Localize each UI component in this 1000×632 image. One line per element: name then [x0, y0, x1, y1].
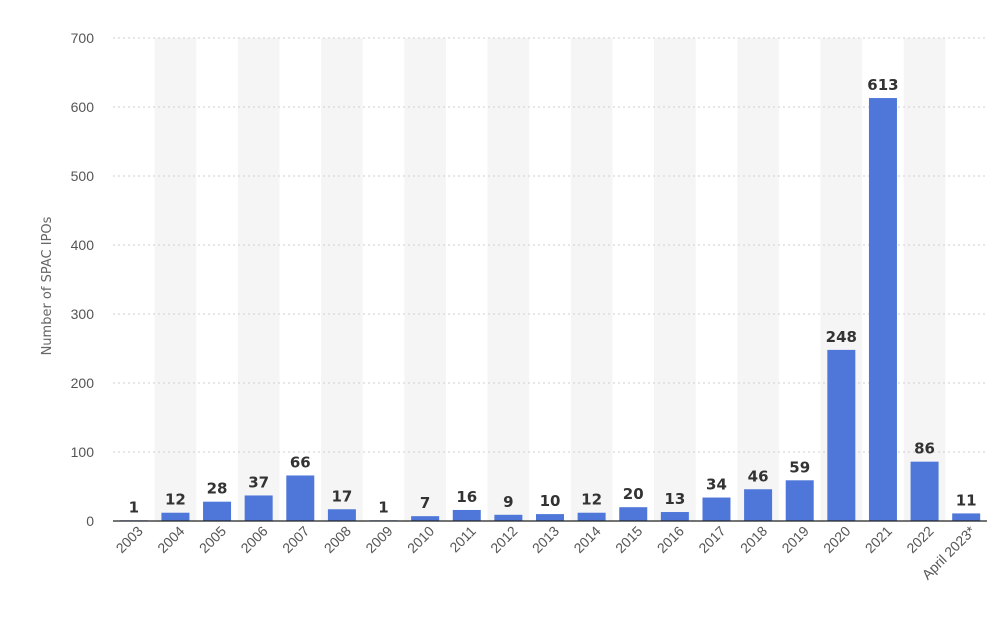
- data-label: 17: [331, 487, 352, 505]
- band: [321, 38, 363, 521]
- data-label: 12: [581, 491, 602, 509]
- bar: [619, 507, 648, 521]
- band: [154, 38, 197, 521]
- data-label: 11: [956, 491, 977, 509]
- x-axis-ticks: 2003 2004 2005 2006 2007 2008 2009 2010 2011 2012…: [113, 522, 979, 582]
- data-label: 37: [248, 473, 269, 491]
- gridlines: [113, 37, 987, 453]
- bar: [286, 475, 315, 521]
- x-tick-label: 2010: [404, 523, 437, 556]
- y-tick-label: 0: [86, 513, 94, 529]
- bar: [327, 509, 356, 521]
- x-tick-label: 2017: [695, 523, 728, 556]
- bar: [411, 516, 440, 521]
- band: [404, 38, 446, 521]
- data-label: 10: [540, 492, 561, 510]
- bar: [785, 480, 814, 521]
- bar: [827, 349, 856, 521]
- data-label: 9: [503, 493, 513, 511]
- data-label: 7: [420, 494, 430, 512]
- y-tick-label: 500: [71, 168, 95, 184]
- bar: [702, 497, 731, 521]
- x-tick-label: 2022: [903, 523, 936, 556]
- bar: [161, 512, 190, 521]
- data-label: 28: [207, 480, 228, 498]
- data-label: 59: [789, 458, 810, 476]
- x-tick-label: 2005: [196, 523, 229, 556]
- data-label: 86: [914, 440, 935, 458]
- bar: [910, 461, 939, 521]
- x-tick-label: 2003: [113, 523, 146, 556]
- data-label: 34: [706, 476, 727, 494]
- bar: [494, 514, 523, 521]
- band: [737, 38, 779, 521]
- y-tick-label: 100: [71, 444, 95, 460]
- bar: [203, 501, 232, 521]
- y-tick-label: 700: [71, 30, 95, 46]
- data-label: 1: [129, 498, 139, 516]
- x-tick-label: 2007: [279, 523, 312, 556]
- bar: [452, 509, 481, 521]
- data-label: 16: [456, 488, 477, 506]
- bar: [244, 495, 273, 521]
- x-tick-label: 2013: [529, 523, 562, 556]
- y-tick-label: 200: [71, 375, 95, 391]
- x-tick-label: 2020: [820, 523, 853, 556]
- band: [903, 38, 946, 521]
- data-label: 613: [867, 76, 898, 94]
- y-axis-title: Number of SPAC IPOs: [40, 216, 55, 355]
- bar: [952, 513, 981, 521]
- x-tick-label: 2008: [321, 523, 354, 556]
- data-label: 12: [165, 491, 186, 509]
- band: [654, 38, 696, 521]
- bar: [868, 98, 897, 521]
- y-tick-label: 600: [71, 99, 95, 115]
- data-label: 66: [290, 453, 311, 471]
- bar: [744, 489, 773, 521]
- data-label: 248: [826, 328, 857, 346]
- band: [237, 38, 280, 521]
- x-tick-label: 2004: [154, 523, 187, 556]
- y-tick-label: 300: [71, 306, 95, 322]
- bars: [119, 98, 981, 521]
- data-label: 20: [623, 485, 644, 503]
- bar: [536, 514, 564, 521]
- x-tick-label: 2021: [862, 523, 895, 556]
- x-tick-label: 2019: [778, 523, 811, 556]
- x-tick-label: 2006: [237, 523, 270, 556]
- data-label: 1: [378, 498, 388, 516]
- x-tick-label: 2009: [362, 523, 395, 556]
- y-axis-ticks: 0 100 200 300 400 500 600 700: [71, 30, 95, 529]
- x-tick-label: 2015: [612, 523, 645, 556]
- y-tick-label: 400: [71, 237, 95, 253]
- x-tick-label: 2012: [487, 523, 520, 556]
- bar: [577, 512, 606, 521]
- x-tick-label: 2016: [654, 523, 687, 556]
- data-label: 46: [748, 467, 769, 485]
- alternating-bands: [154, 38, 946, 521]
- x-tick-label: 2011: [446, 523, 479, 556]
- bar: [660, 512, 689, 521]
- x-tick-label: 2018: [737, 523, 770, 556]
- band: [487, 38, 530, 521]
- data-label: 13: [664, 490, 685, 508]
- x-tick-label: 2014: [570, 523, 603, 556]
- band: [570, 38, 613, 521]
